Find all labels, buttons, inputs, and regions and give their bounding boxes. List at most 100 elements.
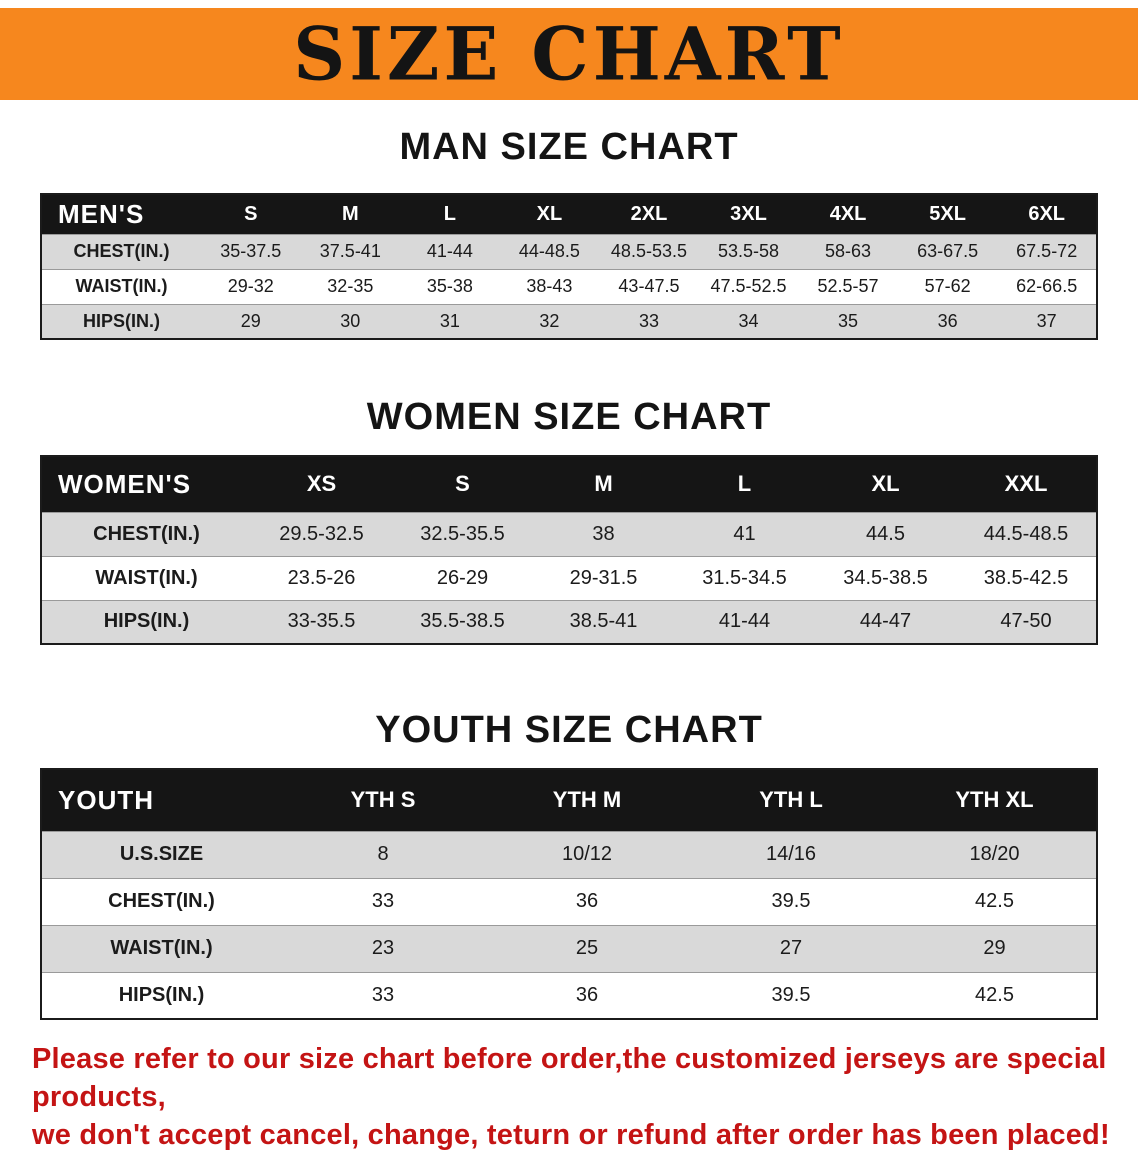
men-table-head: MEN'S S M L XL 2XL 3XL 4XL 5XL 6XL xyxy=(41,194,1097,234)
size-value: 42.5 xyxy=(975,983,1014,1006)
measurement-row: WAIST(IN.) 23.5-26 26-29 29-31.5 31.5-34.5 34… xyxy=(41,556,1097,600)
size-column-header: 4XL xyxy=(798,194,898,234)
disclaimer-line-1: Please refer to our size chart before or… xyxy=(32,1043,1107,1113)
row-label: HIPS(IN.) xyxy=(103,610,190,633)
row-label: WAIST(IN.) xyxy=(75,276,168,296)
size-value: 29.5-32.5 xyxy=(279,522,364,545)
size-value: 29-32 xyxy=(227,276,274,296)
women-section-heading: WOMEN SIZE CHART xyxy=(366,396,772,438)
youth-size-section: YOUTH SIZE CHART YOUTH YTH S YTH M YTH L YTH… xyxy=(0,709,1138,1020)
size-value: 33 xyxy=(371,983,395,1006)
size-column-header: 5XL xyxy=(897,194,998,234)
size-column-header: L xyxy=(674,456,815,512)
size-column-header: S xyxy=(201,194,301,234)
row-label: HIPS(IN.) xyxy=(82,310,160,331)
disclaimer: Please refer to our size chart before or… xyxy=(32,1040,1138,1154)
size-value: 44-48.5 xyxy=(518,241,580,261)
measurement-row: CHEST(IN.) 33 36 39.5 42.5 xyxy=(41,878,1097,925)
title-banner: SIZE CHART xyxy=(0,8,1138,100)
size-value: 32 xyxy=(539,310,560,331)
size-value: 33 xyxy=(371,890,395,912)
size-column-header: XXL xyxy=(956,456,1097,512)
women-size-section: WOMEN SIZE CHART WOMEN'S XS S M L XL XXL CHEST… xyxy=(0,396,1138,645)
size-value: 33-35.5 xyxy=(287,610,356,633)
measurement-row: HIPS(IN.) 33-35.5 35.5-38.5 38.5-41 41-44 44-… xyxy=(41,600,1097,644)
women-size-table: WOMEN'S XS S M L XL XXL CHEST(IN.) 29.5-32.5 32.… xyxy=(40,455,1098,645)
size-column-header: 6XL xyxy=(997,194,1097,234)
table-corner-label: WOMEN'S xyxy=(41,456,251,512)
men-table-body: CHEST(IN.) 35-37.5 37.5-41 41-44 44-48.5 48.5… xyxy=(41,234,1097,339)
youth-size-table: YOUTH YTH S YTH M YTH L YTH XL U.S.SIZE 8 10/1… xyxy=(40,768,1098,1020)
men-size-table: MEN'S S M L XL 2XL 3XL 4XL 5XL 6XL CHEST(IN.) 35-3… xyxy=(40,193,1098,340)
size-value: 37 xyxy=(1036,310,1057,331)
row-label: WAIST(IN.) xyxy=(110,937,213,959)
size-value: 18/20 xyxy=(969,843,1020,865)
size-value: 47.5-52.5 xyxy=(710,276,787,296)
size-value: 30 xyxy=(340,310,361,331)
size-value: 34 xyxy=(738,310,759,331)
size-value: 36 xyxy=(575,983,599,1006)
women-table-head: WOMEN'S XS S M L XL XXL xyxy=(41,456,1097,512)
size-value: 32-35 xyxy=(327,276,374,296)
size-value: 33 xyxy=(638,310,659,331)
size-value: 36 xyxy=(937,310,958,331)
measurement-row: WAIST(IN.) 29-32 32-35 35-38 38-43 43-47.5 47.… xyxy=(41,269,1097,304)
measurement-row: CHEST(IN.) 35-37.5 37.5-41 41-44 44-48.5 48.5… xyxy=(41,234,1097,269)
size-value: 63-67.5 xyxy=(917,241,979,261)
size-value: 41-44 xyxy=(426,241,473,261)
women-header-row: WOMEN'S XS S M L XL XXL xyxy=(41,456,1097,512)
size-value: 67.5-72 xyxy=(1016,241,1078,261)
size-value: 32.5-35.5 xyxy=(420,522,505,545)
row-label: CHEST(IN.) xyxy=(108,890,215,912)
row-label: CHEST(IN.) xyxy=(93,522,200,545)
measurement-row: HIPS(IN.) 33 36 39.5 42.5 xyxy=(41,972,1097,1019)
row-label: CHEST(IN.) xyxy=(73,241,170,261)
size-value: 35 xyxy=(838,310,859,331)
men-section-heading: MAN SIZE CHART xyxy=(399,126,739,168)
size-column-header: YTH M xyxy=(485,769,689,831)
size-value: 41 xyxy=(733,522,756,545)
size-value: 44.5 xyxy=(866,522,905,545)
measurement-row: HIPS(IN.) 29 30 31 32 33 34 35 36 37 xyxy=(41,304,1097,339)
size-value: 14/16 xyxy=(765,843,817,865)
size-value: 35-37.5 xyxy=(220,241,282,261)
row-label: WAIST(IN.) xyxy=(95,566,198,589)
size-value: 48.5-53.5 xyxy=(610,241,687,261)
size-value: 35.5-38.5 xyxy=(420,610,505,633)
size-value: 39.5 xyxy=(771,890,811,912)
size-column-header: YTH XL xyxy=(893,769,1097,831)
size-value: 31 xyxy=(439,310,460,331)
size-value: 29 xyxy=(240,310,261,331)
size-value: 41-44 xyxy=(718,610,771,633)
size-column-header: M xyxy=(300,194,401,234)
row-label: HIPS(IN.) xyxy=(118,983,205,1006)
size-value: 38.5-41 xyxy=(569,610,638,633)
size-column-header: 3XL xyxy=(698,194,799,234)
size-value: 58-63 xyxy=(825,241,872,261)
page-title: SIZE CHART xyxy=(293,10,845,97)
size-value: 44-47 xyxy=(859,610,912,633)
size-value: 26-29 xyxy=(436,566,489,589)
youth-table-head: YOUTH YTH S YTH M YTH L YTH XL xyxy=(41,769,1097,831)
size-value: 62-66.5 xyxy=(1016,276,1078,296)
youth-table-body: U.S.SIZE 8 10/12 14/16 18/20 CHEST(IN.) 33 36 39… xyxy=(41,831,1097,1019)
size-column-header: S xyxy=(392,456,533,512)
row-label: U.S.SIZE xyxy=(119,843,204,865)
size-value: 29 xyxy=(983,937,1006,959)
size-value: 43-47.5 xyxy=(618,276,680,296)
youth-header-row: YOUTH YTH S YTH M YTH L YTH XL xyxy=(41,769,1097,831)
size-value: 35-38 xyxy=(426,276,473,296)
size-value: 23 xyxy=(371,937,395,959)
size-value: 29-31.5 xyxy=(569,566,638,589)
measurement-row: CHEST(IN.) 29.5-32.5 32.5-35.5 38 41 44.5 44.5… xyxy=(41,512,1097,556)
size-value: 38.5-42.5 xyxy=(983,566,1069,589)
size-column-header: 2XL xyxy=(599,194,699,234)
men-size-section: MAN SIZE CHART MEN'S S M L XL 2XL 3XL 4XL 5XL 6XL… xyxy=(0,126,1138,340)
size-value: 44.5-48.5 xyxy=(983,522,1069,545)
size-value: 39.5 xyxy=(771,983,811,1006)
youth-section-heading: YOUTH SIZE CHART xyxy=(375,709,763,751)
size-column-header: XS xyxy=(251,456,392,512)
size-chart-page: SIZE CHART MAN SIZE CHART MEN'S S M L XL 2XL 3… xyxy=(0,8,1138,1154)
size-value: 25 xyxy=(575,937,599,959)
size-column-header: M xyxy=(533,456,674,512)
